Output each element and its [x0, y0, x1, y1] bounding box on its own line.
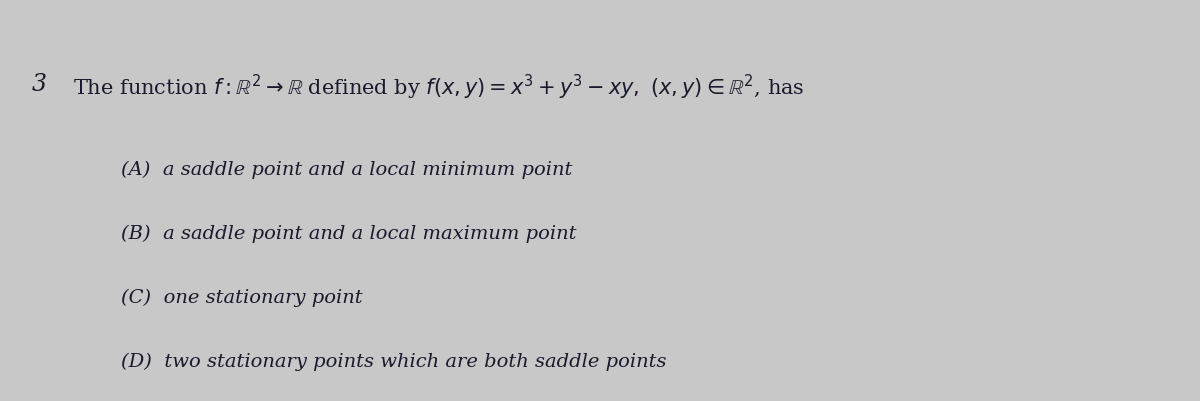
Text: 3: 3	[31, 73, 47, 96]
Text: The function $f : \mathbb{R}^2 \rightarrow \mathbb{R}$ defined by $f(x, y) = x^3: The function $f : \mathbb{R}^2 \rightarr…	[73, 73, 805, 102]
Text: (A)  a saddle point and a local minimum point: (A) a saddle point and a local minimum p…	[121, 161, 572, 179]
Text: (D)  two stationary points which are both saddle points: (D) two stationary points which are both…	[121, 352, 667, 370]
Text: (B)  a saddle point and a local maximum point: (B) a saddle point and a local maximum p…	[121, 225, 577, 243]
Text: (C)  one stationary point: (C) one stationary point	[121, 288, 362, 306]
